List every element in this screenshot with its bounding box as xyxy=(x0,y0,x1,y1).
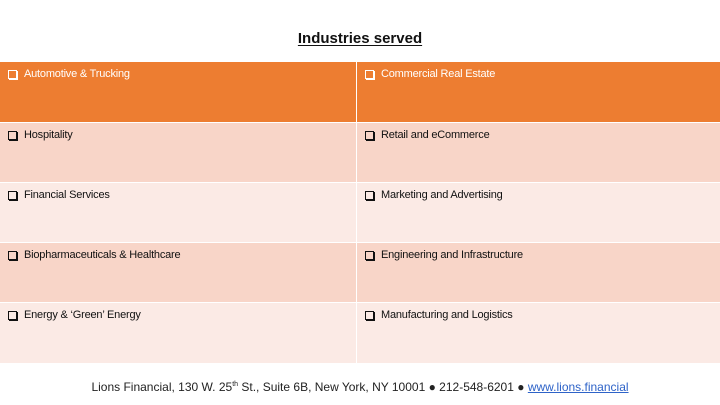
cell-label: Retail and eCommerce xyxy=(381,129,490,141)
cell-label: Hospitality xyxy=(24,129,73,141)
cell-label: Marketing and Advertising xyxy=(381,189,503,201)
page-title: Industries served xyxy=(297,30,423,47)
checkbox-bullet-icon xyxy=(8,70,17,79)
table-cell: Automotive & Trucking xyxy=(0,62,357,123)
table-cell: Commercial Real Estate xyxy=(357,62,720,123)
footer-address-rest: St., Suite 6B, New York, NY 10001 ● 212-… xyxy=(238,380,528,394)
table-cell: Energy & ‘Green’ Energy xyxy=(0,303,357,364)
table-cell: Hospitality xyxy=(0,123,357,183)
checkbox-bullet-icon xyxy=(365,191,374,200)
cell-label: Engineering and Infrastructure xyxy=(381,249,523,261)
footer-ordinal: th xyxy=(232,381,239,388)
cell-label: Biopharmaceuticals & Healthcare xyxy=(24,249,181,261)
industries-table: Automotive & Trucking Commercial Real Es… xyxy=(0,62,720,364)
footer-address: Lions Financial, 130 W. 25 xyxy=(91,380,233,394)
checkbox-bullet-icon xyxy=(365,131,374,140)
checkbox-bullet-icon xyxy=(8,191,17,200)
checkbox-bullet-icon xyxy=(8,131,17,140)
table-cell: Retail and eCommerce xyxy=(357,123,720,183)
checkbox-bullet-icon xyxy=(365,70,374,79)
cell-label: Manufacturing and Logistics xyxy=(381,309,513,321)
footer-contact: Lions Financial, 130 W. 25th St., Suite … xyxy=(0,380,720,394)
checkbox-bullet-icon xyxy=(8,311,17,320)
checkbox-bullet-icon xyxy=(365,251,374,260)
cell-label: Commercial Real Estate xyxy=(381,68,496,80)
checkbox-bullet-icon xyxy=(8,251,17,260)
cell-label: Financial Services xyxy=(24,189,110,201)
table-cell: Biopharmaceuticals & Healthcare xyxy=(0,243,357,303)
table-cell: Financial Services xyxy=(0,183,357,243)
table-cell: Marketing and Advertising xyxy=(357,183,720,243)
cell-label: Energy & ‘Green’ Energy xyxy=(24,309,141,321)
table-cell: Manufacturing and Logistics xyxy=(357,303,720,364)
website-link[interactable]: www.lions.financial xyxy=(527,380,629,394)
cell-label: Automotive & Trucking xyxy=(24,68,130,80)
table-cell: Engineering and Infrastructure xyxy=(357,243,720,303)
checkbox-bullet-icon xyxy=(365,311,374,320)
